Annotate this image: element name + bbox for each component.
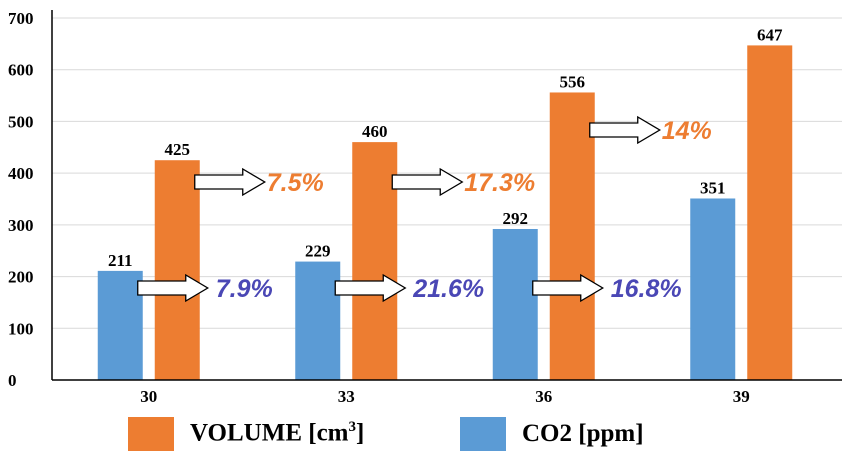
y-tick-label: 600 [8, 61, 34, 80]
bar-co2 [97, 270, 143, 380]
arrow-icon [137, 273, 210, 303]
bar-co2 [295, 261, 341, 380]
x-tick-label: 39 [733, 387, 750, 406]
bar-volume [549, 92, 595, 381]
arrow-icon [532, 273, 605, 303]
y-tick-label: 700 [8, 9, 34, 28]
bars: 211 229 292 351 425 460 556 647 [97, 25, 793, 381]
arrow-icon [391, 167, 464, 197]
y-tick-label: 400 [8, 164, 34, 183]
data-label-co2: 292 [503, 209, 529, 228]
data-label-co2: 229 [305, 242, 331, 261]
volume-change-label: 17.3% [464, 169, 535, 197]
bar-co2 [690, 198, 736, 380]
y-tick-label: 100 [8, 319, 34, 338]
change-arrows: 7.9% 21.6% 16.8% 7.5% 17.3% 14% [137, 115, 712, 303]
x-tick-label: 30 [140, 387, 157, 406]
data-label-co2: 211 [108, 251, 133, 270]
data-label-co2: 351 [700, 178, 726, 197]
co2-change-label: 21.6% [412, 275, 484, 303]
bar-volume [352, 142, 398, 380]
legend-swatch-co2 [460, 416, 506, 451]
y-axis: 0 100 200 300 400 500 600 700 [8, 9, 53, 390]
co2-change-label: 7.9% [216, 275, 273, 303]
volume-change-label: 7.5% [267, 169, 324, 197]
legend-label-co2: CO2 [ppm] [522, 419, 644, 447]
legend-item-co2: CO2 [ppm] [460, 412, 644, 455]
legend-swatch-volume [128, 416, 174, 451]
x-axis: 30 33 36 39 [52, 379, 842, 406]
data-label-volume: 460 [362, 122, 388, 141]
data-label-volume: 425 [165, 140, 191, 159]
x-tick-label: 36 [535, 387, 552, 406]
y-tick-label: 500 [8, 112, 34, 131]
data-label-volume: 556 [560, 72, 586, 91]
legend: VOLUME [cm3] CO2 [ppm] [0, 412, 842, 455]
data-label-volume: 647 [757, 25, 783, 44]
legend-label-volume: VOLUME [cm3] [190, 419, 365, 447]
bar-volume [154, 160, 200, 380]
legend-item-volume: VOLUME [cm3] [128, 412, 364, 455]
x-tick-label: 33 [338, 387, 355, 406]
volume-change-label: 14% [662, 117, 712, 145]
bar-co2 [492, 228, 538, 380]
arrow-icon [589, 115, 662, 145]
co2-change-label: 16.8% [611, 275, 682, 303]
y-tick-label: 200 [8, 268, 34, 287]
arrow-icon [334, 273, 407, 303]
bar-volume [747, 45, 793, 381]
y-tick-label: 300 [8, 216, 34, 235]
arrow-icon [194, 167, 267, 197]
bar-chart: 0 100 200 300 400 500 600 700 211 229 292 351 425 46… [8, 9, 842, 406]
y-tick-label: 0 [8, 371, 17, 390]
